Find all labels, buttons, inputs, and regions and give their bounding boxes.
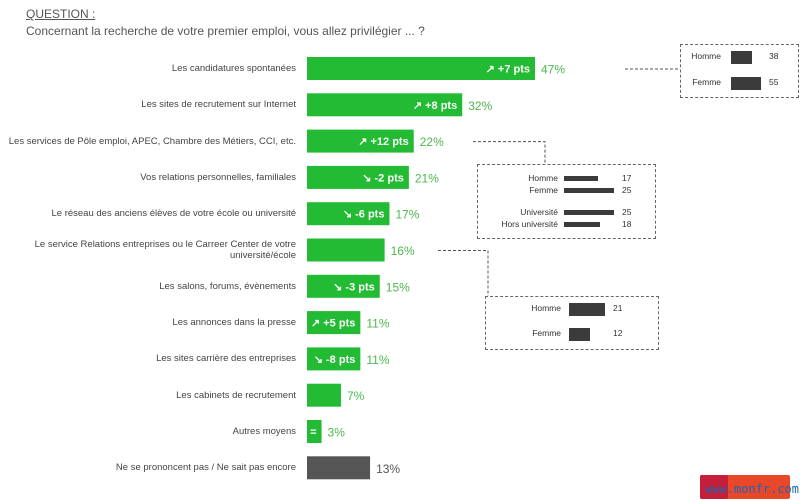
bar <box>307 238 385 262</box>
change-label: ↘ -2 pts <box>362 172 404 184</box>
question-label: QUESTION : <box>26 7 96 21</box>
change-label: ↗ +7 pts <box>486 64 530 76</box>
callout-row-bar <box>731 51 752 64</box>
change-label: = <box>310 427 316 439</box>
value-label: 47% <box>541 63 565 77</box>
category-label: Vos relations personnelles, familiales <box>140 171 296 183</box>
bar <box>307 129 414 153</box>
brand-logo-mark <box>700 475 728 499</box>
category-label: Autres moyens <box>232 426 296 437</box>
category-label: Le réseau des anciens élèves de votre éc… <box>51 208 296 220</box>
callout-row-label: Homme <box>691 51 721 61</box>
callout-row-label: Homme <box>531 303 561 313</box>
callout-box: Homme 21 Femme 12 <box>485 296 659 350</box>
category-label: Les services de Pôle emploi, APEC, Chamb… <box>8 135 296 147</box>
change-label: ↘ -6 pts <box>343 209 385 221</box>
bar <box>307 57 535 80</box>
callout-row-bar <box>569 303 605 316</box>
value-label: 13% <box>376 462 400 476</box>
callout-row-value: 17 <box>622 173 632 183</box>
value-label: 22% <box>420 135 444 149</box>
bar <box>307 165 409 189</box>
callout-connector <box>473 141 546 164</box>
callout-row-label: Femme <box>692 77 721 87</box>
change-label: ↗ +12 pts <box>358 136 409 148</box>
callout-row-bar <box>731 77 761 90</box>
callout-row-label: Femme <box>532 328 561 338</box>
callout-row-bar <box>564 222 600 227</box>
value-label: 17% <box>395 208 419 222</box>
callout-row-bar <box>569 328 590 341</box>
change-label: ↘ -8 pts <box>314 354 356 366</box>
value-label: 7% <box>347 389 365 403</box>
category-label: Les sites carrière des entreprises <box>156 353 296 365</box>
callout-row-value: 25 <box>622 185 632 195</box>
bar <box>307 202 390 226</box>
bar <box>307 93 463 117</box>
callout-box: Homme 38 Femme 55 <box>680 44 799 98</box>
callout-row-value: 38 <box>769 51 779 61</box>
value-label: 16% <box>391 244 415 258</box>
change-label: ↗ +5 pts <box>311 318 355 330</box>
callout-row-bar <box>564 188 614 193</box>
category-label: Les candidatures spontanées <box>171 63 296 74</box>
callout-row-label: Université <box>520 207 558 217</box>
bar <box>307 311 361 335</box>
category-label: Les salons, forums, évènements <box>159 280 296 292</box>
bar <box>307 347 361 371</box>
category-label: Le service Relations entreprises ou le C… <box>34 239 296 261</box>
callout-row-value: 18 <box>622 219 632 229</box>
callout-row-bar <box>564 176 598 181</box>
callout-row-value: 12 <box>613 328 623 338</box>
bar <box>307 383 341 407</box>
callout-row-label: Homme <box>528 173 558 183</box>
bar <box>307 274 380 298</box>
callout-row-label: Hors université <box>501 219 558 229</box>
value-label: 21% <box>415 171 439 185</box>
category-label: Les sites de recrutement sur Internet <box>141 99 296 111</box>
callout-box: Homme 17 Femme 25 Université 25 Hors universit… <box>477 164 656 239</box>
bar <box>307 456 371 480</box>
callout-row-value: 25 <box>622 207 632 217</box>
category-label: Les cabinets de recrutement <box>176 389 296 401</box>
change-label: ↘ -3 pts <box>333 281 375 293</box>
watermark: www.monfr.com <box>705 482 799 496</box>
question-text: Concernant la recherche de votre premier… <box>26 24 425 38</box>
callout-row-bar <box>564 210 614 215</box>
value-label: 3% <box>328 426 346 440</box>
category-label: Ne se prononcent pas / Ne sait pas encor… <box>115 462 296 474</box>
value-label: 32% <box>468 99 492 113</box>
value-label: 11% <box>366 353 389 367</box>
callout-connector <box>438 250 489 296</box>
callout-row-label: Femme <box>529 185 558 195</box>
change-label: ↗ +8 pts <box>413 100 457 112</box>
value-label: 11% <box>366 317 389 331</box>
callout-row-value: 55 <box>769 77 779 87</box>
callout-row-value: 21 <box>613 303 623 313</box>
value-label: 15% <box>386 280 410 294</box>
bar <box>307 420 322 443</box>
category-label: Les annonces dans la presse <box>172 317 296 329</box>
